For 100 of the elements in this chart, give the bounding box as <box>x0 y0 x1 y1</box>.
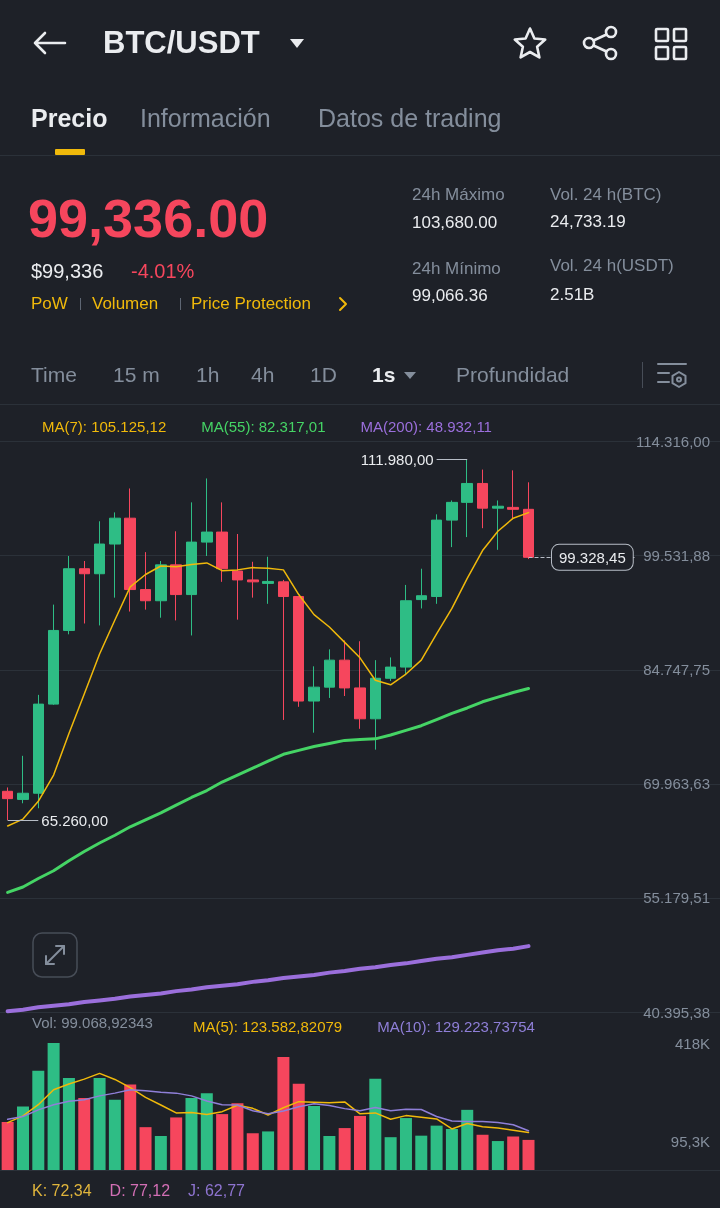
candlestick <box>308 665 320 734</box>
candlestick <box>2 786 13 821</box>
bar <box>78 1097 91 1170</box>
bar <box>124 1084 137 1170</box>
y-tick-label: 99.531,88 <box>643 547 710 565</box>
candlestick <box>124 487 136 613</box>
text: Vol. 24 h(BTC) <box>550 184 662 206</box>
bar <box>308 1105 321 1170</box>
line-series <box>6 511 530 827</box>
bar <box>507 1136 520 1170</box>
candlestick <box>140 551 151 611</box>
text: BTC/USDT <box>103 24 260 62</box>
y-tick-label: 40.395,38 <box>643 1003 710 1021</box>
bar <box>384 1137 397 1170</box>
candlestick <box>477 469 488 529</box>
text: Vol: 99.068,92343 <box>32 1014 153 1031</box>
candlestick <box>293 596 304 708</box>
bar <box>476 1134 489 1170</box>
annotation: 65.260,00 <box>41 811 109 829</box>
text: Vol. 24 h(USDT) <box>550 255 674 277</box>
bar <box>1 1122 14 1170</box>
text: Precio <box>31 103 108 133</box>
candlestick <box>170 530 182 621</box>
text: 99,336.00 <box>28 186 269 250</box>
candlestick <box>461 459 473 538</box>
text: Profundidad <box>456 362 570 388</box>
candlestick <box>155 560 167 619</box>
text: Información <box>140 103 271 133</box>
bar <box>170 1117 183 1170</box>
bar <box>430 1125 443 1170</box>
text: $99,336 <box>31 259 104 283</box>
candlestick <box>94 520 105 626</box>
text: 24h Mínimo <box>412 258 501 280</box>
text: MA(200): 48.932,11 <box>360 418 492 435</box>
bar <box>231 1103 244 1170</box>
candlestick <box>262 556 274 605</box>
bar <box>32 1070 45 1170</box>
y-tick-label: 95,3K <box>670 1132 710 1150</box>
bar <box>461 1109 474 1170</box>
bar <box>185 1097 198 1170</box>
text: Volumen <box>92 293 159 315</box>
y-tick-label: 55.179,51 <box>643 889 710 907</box>
candlestick <box>492 499 504 551</box>
bar <box>93 1077 106 1170</box>
text: D: 77,12 <box>109 1181 171 1199</box>
candlestick <box>416 568 427 609</box>
candlestick <box>370 659 381 751</box>
candlestick <box>17 755 29 804</box>
text: -4.01% <box>131 259 195 283</box>
line-series <box>6 1089 530 1132</box>
candlestick <box>507 469 519 520</box>
candlestick <box>324 648 335 699</box>
candlestick <box>201 477 213 557</box>
candlestick <box>186 501 197 636</box>
candlestick <box>278 579 289 721</box>
text: 24,733.19 <box>550 211 626 233</box>
candlestick <box>79 560 90 624</box>
bar <box>47 1043 60 1170</box>
candlestick <box>354 640 366 730</box>
candlestick <box>109 511 121 599</box>
candlestick <box>247 561 259 599</box>
text: 4h <box>251 362 275 388</box>
line-series <box>5 944 531 1014</box>
bar <box>139 1127 152 1170</box>
line-series <box>6 1072 530 1134</box>
bar <box>354 1115 366 1170</box>
text: 1s <box>372 362 396 388</box>
text: MA(5): 123.582,82079 <box>192 1018 343 1035</box>
bar <box>399 1118 412 1170</box>
text: 2.51B <box>550 284 595 306</box>
bar <box>200 1093 213 1170</box>
candlestick <box>385 656 396 682</box>
bar <box>369 1078 382 1170</box>
y-tick-label: 418K <box>674 1034 710 1052</box>
candlestick <box>446 499 458 548</box>
text: Datos de trading <box>318 103 502 133</box>
bar <box>246 1133 259 1170</box>
text: 15 m <box>113 362 160 388</box>
bar <box>491 1141 504 1170</box>
bar <box>277 1056 290 1170</box>
text: J: 62,77 <box>188 1181 246 1199</box>
bar <box>216 1114 229 1170</box>
bar <box>262 1131 275 1170</box>
candlestick <box>339 639 350 697</box>
candlestick <box>232 533 243 621</box>
bar <box>323 1135 336 1170</box>
bar <box>522 1139 535 1170</box>
ref-line-label: 99.328,45 <box>559 548 626 566</box>
y-tick-label: 114.316,00 <box>636 433 710 451</box>
candlestick <box>400 584 412 675</box>
bar <box>108 1099 121 1170</box>
text: 1D <box>310 362 337 388</box>
text: 1h <box>196 362 220 388</box>
candlestick <box>48 604 59 706</box>
candlestick <box>431 513 442 605</box>
text: Time <box>31 362 77 388</box>
text: Price Protection <box>191 293 311 315</box>
text: MA(7): 105.125,12 <box>42 418 167 435</box>
text: PoW <box>31 293 68 315</box>
text: MA(55): 82.317,01 <box>201 418 326 435</box>
